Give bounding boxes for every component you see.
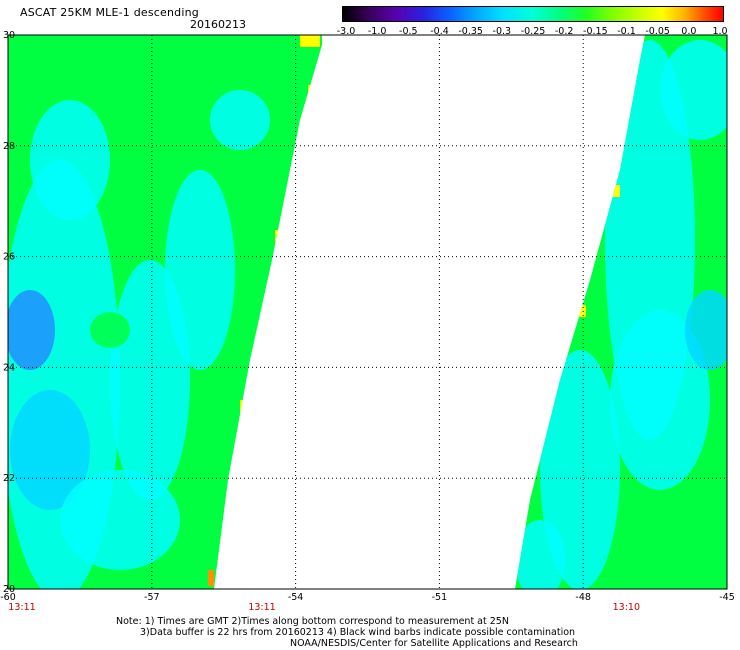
- data-region: [610, 310, 710, 490]
- color-scale-label: -3.0: [336, 26, 356, 37]
- data-region: [10, 390, 90, 510]
- data-region: [60, 470, 180, 570]
- data-region: [275, 230, 280, 258]
- data-region: [165, 170, 235, 370]
- data-region: [660, 40, 727, 140]
- left-swath: [8, 35, 322, 589]
- data-region: [515, 520, 565, 589]
- lat-tick-label: 22: [3, 473, 15, 484]
- lon-tick-label: -45: [719, 592, 735, 603]
- lon-tick-label: -54: [288, 592, 304, 603]
- lon-tick-label: -57: [144, 592, 160, 603]
- lat-tick-label: 28: [3, 141, 15, 152]
- data-region: [685, 290, 727, 370]
- color-scale-label: 1.0: [712, 26, 728, 37]
- data-region: [30, 100, 110, 220]
- data-region: [208, 570, 214, 586]
- lon-tick-label: -48: [575, 592, 591, 603]
- color-scale-label: -0.05: [645, 26, 670, 37]
- color-scale-label: 0.0: [681, 26, 697, 37]
- data-region: [240, 400, 246, 428]
- color-scale-bar: [342, 6, 724, 22]
- right-swath: [515, 35, 727, 589]
- color-scale-label: -1.0: [367, 26, 387, 37]
- color-scale-label: -0.1: [617, 26, 636, 37]
- color-scale-label: -0.15: [583, 26, 608, 37]
- lon-tick-label: -60: [0, 592, 16, 603]
- time-label: 13:11: [8, 602, 35, 613]
- lat-tick-label: 24: [3, 362, 15, 373]
- note-line-1: Note: 1) Times are GMT 2)Times along bot…: [116, 616, 509, 627]
- map-frame: [7, 34, 728, 590]
- data-region: [300, 35, 320, 47]
- data-region: [308, 85, 314, 97]
- data-region: [90, 312, 130, 348]
- note-line-2: 3)Data buffer is 22 hrs from 20160213 4)…: [140, 627, 576, 638]
- color-scale-label: -0.2: [554, 26, 574, 37]
- color-scale-label: -0.35: [458, 26, 483, 37]
- data-region: [578, 305, 586, 317]
- time-label: 13:11: [248, 602, 275, 613]
- data-region: [8, 290, 55, 370]
- color-scale-label: -0.3: [492, 26, 512, 37]
- data-region: [612, 185, 620, 197]
- map-date: 20160213: [190, 18, 246, 31]
- lat-tick-label: 30: [3, 30, 15, 41]
- map-title: ASCAT 25KM MLE-1 descending: [20, 6, 199, 19]
- lat-tick-label: 26: [3, 252, 15, 263]
- data-region: [210, 90, 270, 150]
- note-line-3: NOAA/NESDIS/Center for Satellite Applica…: [290, 638, 578, 649]
- data-region: [244, 420, 249, 428]
- color-scale-label: -0.5: [399, 26, 418, 37]
- color-scale-label: -0.25: [520, 26, 546, 37]
- color-scale-label: -0.4: [430, 26, 449, 37]
- data-region: [540, 350, 620, 589]
- lat-tick-label: 20: [3, 584, 15, 595]
- lon-tick-label: -51: [432, 592, 448, 603]
- time-label: 13:10: [613, 602, 640, 613]
